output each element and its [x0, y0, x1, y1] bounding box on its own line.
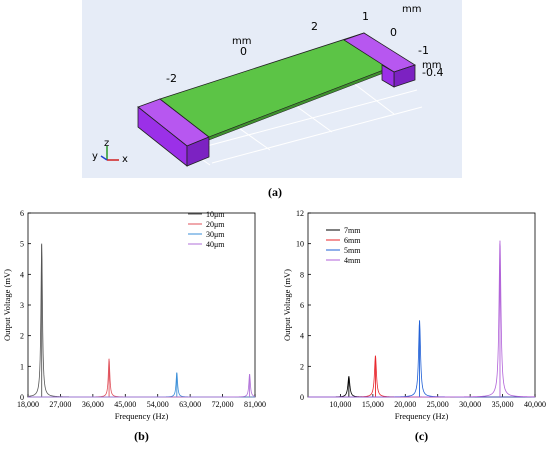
side-label-2: -1 [418, 44, 429, 57]
panel-a-label: (a) [268, 185, 282, 199]
series-line-0 [27, 244, 255, 398]
y-axis-label: Output Voltage (mV) [282, 269, 292, 341]
mm-label-side: mm [422, 60, 441, 71]
x-tick-label: 30,000 [459, 400, 481, 409]
x-tick-label: 63,000 [179, 400, 201, 409]
legend-label-2: 5mm [344, 246, 361, 255]
legend-label-3: 40μm [206, 240, 225, 249]
x-tick-label: 45,000 [114, 400, 136, 409]
mm-label-right: mm [402, 4, 421, 15]
series-line-2 [308, 320, 535, 398]
model-panel: -2 0 2 1 mm mm 0 -1 -0.4 mm z x y [82, 0, 462, 178]
chart-c: 0 2 4 6 8 10 12 10,000 15,000 20,000 25,000 30,000 3… [282, 209, 546, 443]
panel-label: (b) [134, 429, 149, 443]
y-tick-label: 4 [20, 270, 24, 279]
chart-c-panel: 0 2 4 6 8 10 12 10,000 15,000 20,000 25,000 30,000 3… [280, 200, 550, 445]
x-tick-label: 35,000 [492, 400, 514, 409]
y-tick-label: 12 [296, 209, 304, 218]
axis-triad: z x y [92, 138, 128, 165]
top-label-3: 2 [311, 20, 318, 33]
x-tick-label: 20,000 [394, 400, 416, 409]
x-tick-label: 10,000 [329, 400, 351, 409]
legend-label-3: 4mm [344, 256, 361, 265]
axis-z-label: z [104, 138, 109, 149]
y-tick-label: 0 [20, 393, 24, 402]
series-line-3 [308, 243, 536, 398]
x-tick-label: 81,000 [244, 400, 266, 409]
y-tick-label: 8 [300, 270, 304, 279]
x-axis-label: Frequency (Hz) [395, 411, 449, 421]
model-view: -2 0 2 1 mm mm 0 -1 -0.4 mm z x y [82, 0, 462, 178]
panel-label: (c) [415, 429, 428, 443]
y-tick-label: 6 [300, 301, 304, 310]
side-label-1: 0 [390, 26, 397, 39]
top-label-1: -2 [166, 72, 177, 85]
y-tick-label: 1 [20, 362, 24, 371]
chart-b: 0 1 2 3 4 5 6 18,000 27,000 36,000 45,000 54,000 63,… [2, 209, 266, 443]
legend-label-1: 6mm [344, 236, 361, 245]
mm-label-top: mm [232, 36, 251, 47]
legend-label-0: 7mm [344, 226, 361, 235]
x-tick-label: 27,000 [49, 400, 71, 409]
x-tick-label: 15,000 [362, 400, 384, 409]
series-line-3 [28, 374, 256, 398]
y-tick-label: 10 [296, 240, 304, 249]
y-axis-label: Output Voltage (mV) [2, 269, 12, 341]
series-line-1 [28, 359, 255, 398]
x-tick-label: 54,000 [147, 400, 169, 409]
side-label-3: -0.4 [422, 66, 443, 79]
y-tick-label: 2 [20, 332, 24, 341]
right-electrode-front [381, 64, 395, 88]
legend-label-1: 20μm [206, 220, 225, 229]
legend-label-0: 10μm [206, 210, 225, 219]
y-tick-label: 4 [300, 332, 304, 341]
y-tick-label: 0 [300, 393, 304, 402]
legend-label-2: 30μm [206, 230, 225, 239]
left-electrode-side [186, 136, 210, 167]
top-label-4: 1 [362, 10, 369, 23]
x-axis-label: Frequency (Hz) [115, 411, 169, 421]
axis-y-label: y [92, 151, 98, 162]
y-tick-label: 3 [20, 301, 24, 310]
axis-x-label: x [122, 154, 128, 165]
y-tick-label: 6 [20, 209, 24, 218]
y-tick-label: 2 [300, 362, 304, 371]
y-tick-label: 5 [20, 240, 24, 249]
x-tick-label: 40,000 [524, 400, 546, 409]
x-tick-label: 25,000 [427, 400, 449, 409]
chart-b-panel: 0 1 2 3 4 5 6 18,000 27,000 36,000 45,000 54,000 63,… [0, 200, 275, 445]
x-tick-label: 18,000 [17, 400, 39, 409]
x-tick-label: 36,000 [82, 400, 104, 409]
top-label-2: 0 [240, 45, 247, 58]
x-tick-label: 72,000 [212, 400, 234, 409]
series-line-2 [28, 372, 255, 398]
